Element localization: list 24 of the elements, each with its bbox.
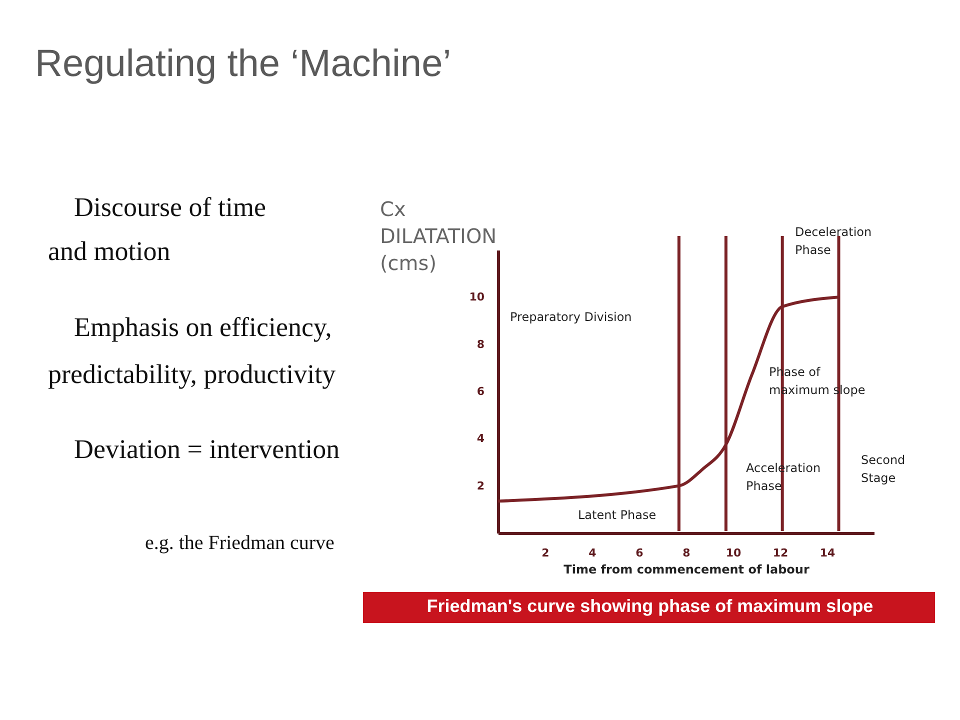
y-axis-title: Cx DILATATION (cms) xyxy=(380,197,497,275)
text: Emphasis on efficiency, predictability, productivity xyxy=(48,312,336,389)
x-tick-label: 14 xyxy=(820,546,836,560)
x-tick-label: 6 xyxy=(636,546,644,560)
y-tick-label: 8 xyxy=(476,338,484,351)
x-tick-label: 2 xyxy=(542,546,550,560)
y-tick-label: 4 xyxy=(476,432,485,446)
x-axis-title: Time from commencement of labour xyxy=(564,562,810,576)
x-tick-label: 8 xyxy=(682,546,690,560)
y-tick-label: 6 xyxy=(476,385,485,398)
y-tick-label: 10 xyxy=(469,290,485,304)
chart-title: Regulating the ‘Machine’ xyxy=(35,43,452,85)
annotation: Latent Phase xyxy=(578,508,656,522)
text: e.g. the Friedman curve xyxy=(145,532,334,554)
text: Discourse of time and motion xyxy=(48,192,266,266)
annotation: Preparatory Division xyxy=(510,310,632,324)
text: Friedman's curve showing phase of maximum slope xyxy=(426,596,874,616)
y-tick-label: 2 xyxy=(476,479,484,492)
text: Deviation = intervention xyxy=(74,434,340,464)
x-tick-label: 10 xyxy=(726,546,742,560)
annotation: Second Stage xyxy=(861,453,906,485)
x-tick-label: 4 xyxy=(588,546,597,560)
x-tick-label: 12 xyxy=(772,546,788,560)
annotation: Deceleration Phase xyxy=(795,225,872,257)
